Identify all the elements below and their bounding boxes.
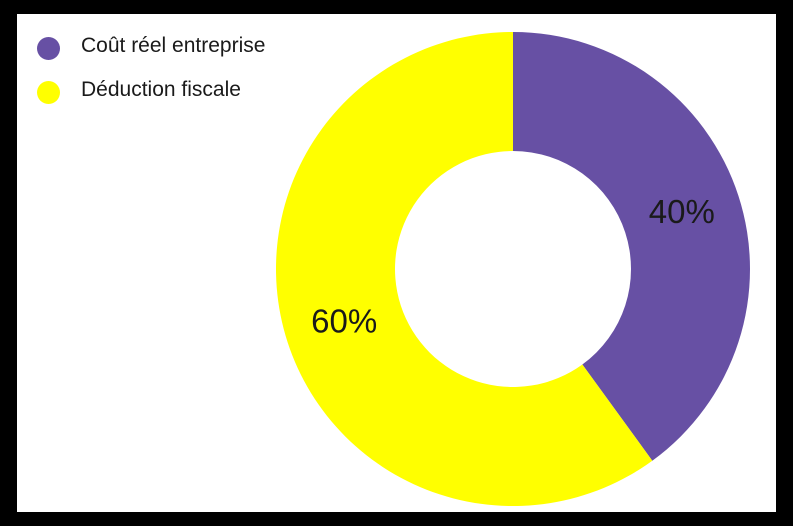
legend: Coût réel entreprise Déduction fiscale [37,34,297,122]
slice-value-label-1: 60% [311,303,377,340]
legend-label-cout-reel: Coût réel entreprise [81,34,266,57]
donut-slice-1 [275,32,653,506]
legend-swatch-cout-reel [37,37,60,60]
legend-label-deduction-fiscale: Déduction fiscale [81,78,241,101]
donut-chart: 40% 60% [275,32,750,506]
legend-item-cout-reel: Coût réel entreprise [37,34,297,60]
donut-slice-0 [513,32,750,461]
legend-item-deduction-fiscale: Déduction fiscale [37,78,297,104]
chart-panel: Coût réel entreprise Déduction fiscale 4… [17,14,776,512]
slice-value-label-0: 40% [649,193,715,230]
legend-swatch-deduction-fiscale [37,81,60,104]
